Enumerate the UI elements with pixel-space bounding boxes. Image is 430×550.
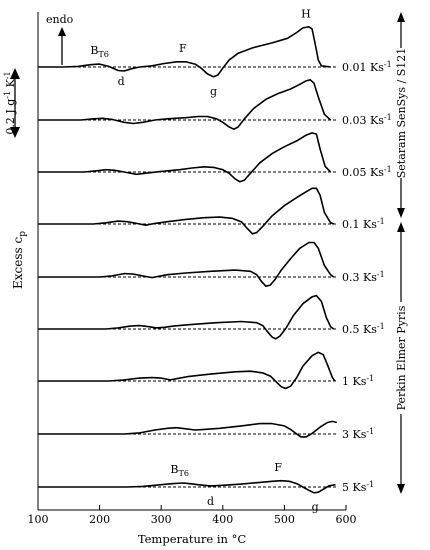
x-tick-label: 600 bbox=[336, 513, 357, 526]
instrument-label-perkin-elmer: Perkin Elmer Pyris bbox=[395, 305, 408, 410]
bracket-arrow-top bbox=[397, 12, 405, 22]
annotation-b: BT6 bbox=[90, 44, 109, 59]
series-1: 1 Ks-1 bbox=[38, 351, 374, 390]
x-tick-label: 100 bbox=[28, 513, 49, 526]
bracket-arrow-top bbox=[397, 222, 405, 232]
series-label: 5 Ks-1 bbox=[342, 480, 374, 494]
series-label: 0.03 Ks-1 bbox=[342, 113, 392, 127]
series-label: 3 Ks-1 bbox=[342, 427, 374, 441]
series-0_03: 0.03 Ks-1 bbox=[38, 79, 392, 130]
series-0_5: 0.5 Ks-1 bbox=[38, 294, 385, 340]
x-tick-label: 300 bbox=[151, 513, 172, 526]
series-5: 5 Ks-1 bbox=[38, 479, 374, 494]
series-label: 1 Ks-1 bbox=[342, 374, 374, 388]
series-line bbox=[38, 420, 337, 438]
series-0_05: 0.05 Ks-1 bbox=[38, 132, 392, 183]
x-ticks: 100 200 300 400 500 600 bbox=[28, 505, 357, 526]
series-layer: 0.01 Ks-1 0.03 Ks-1 0.05 Ks-1 0.1 Ks-1 0.3 K… bbox=[38, 26, 392, 494]
endo-label: endo bbox=[46, 13, 74, 26]
series-line bbox=[38, 351, 336, 390]
series-label: 0.01 Ks-1 bbox=[342, 60, 392, 74]
series-line bbox=[38, 187, 334, 235]
series-line bbox=[38, 241, 335, 287]
annotation-f: F bbox=[274, 461, 282, 474]
series-label: 0.1 Ks-1 bbox=[342, 217, 385, 231]
axes bbox=[37, 12, 346, 511]
series-line bbox=[38, 26, 331, 78]
y-axis-label-sub: p bbox=[18, 231, 28, 237]
instrument-label-setaram: Setaram SenSys / S121 bbox=[395, 48, 408, 179]
annotation-g: g bbox=[312, 501, 319, 514]
series-line bbox=[38, 294, 335, 340]
series-0_3: 0.3 Ks-1 bbox=[38, 241, 385, 287]
series-line bbox=[38, 79, 332, 130]
series-0_1: 0.1 Ks-1 bbox=[38, 187, 385, 235]
x-tick-label: 400 bbox=[212, 513, 233, 526]
endo-indicator: endo bbox=[46, 13, 74, 65]
bracket-arrow-bottom bbox=[397, 208, 405, 218]
annotation-b: BT6 bbox=[170, 463, 189, 478]
scale-bar-bottom-arrow bbox=[10, 127, 20, 138]
series-line bbox=[38, 479, 336, 494]
y-axis-label: Excess cp bbox=[11, 231, 28, 289]
x-tick-label: 200 bbox=[89, 513, 110, 526]
annotation-f: F bbox=[179, 42, 187, 55]
instrument-setaram: Setaram SenSys / S121 bbox=[392, 12, 410, 218]
x-axis-label: Temperature in °C bbox=[138, 532, 246, 546]
series-label: 0.05 Ks-1 bbox=[342, 165, 392, 179]
instrument-perkin-elmer: Perkin Elmer Pyris bbox=[392, 222, 410, 494]
x-tick-label: 500 bbox=[274, 513, 295, 526]
scale-bar-label: 0.2 J g-1 K-1 bbox=[3, 71, 17, 134]
scale-bar: 0.2 J g-1 K-1 bbox=[3, 68, 20, 138]
annotation-d: d bbox=[118, 75, 125, 88]
endo-arrow-head bbox=[58, 27, 66, 36]
instrument-brackets: Setaram SenSys / S121 Perkin Elmer Pyris bbox=[392, 12, 410, 494]
annotation-g: g bbox=[210, 85, 217, 98]
scale-bar-top-arrow bbox=[10, 68, 20, 79]
annotation-d: d bbox=[207, 495, 214, 508]
series-label: 0.5 Ks-1 bbox=[342, 322, 385, 336]
bracket-arrow-bottom bbox=[397, 484, 405, 494]
series-line bbox=[38, 132, 332, 183]
annotation-h: H bbox=[301, 7, 311, 20]
series-label: 0.3 Ks-1 bbox=[342, 270, 385, 284]
series-0_01: 0.01 Ks-1 bbox=[38, 26, 392, 78]
series-3: 3 Ks-1 bbox=[38, 420, 374, 441]
annotations: BT6 F Hd g BT6 Fd g bbox=[90, 7, 318, 513]
y-axis-label-main: Excess c bbox=[11, 237, 25, 289]
